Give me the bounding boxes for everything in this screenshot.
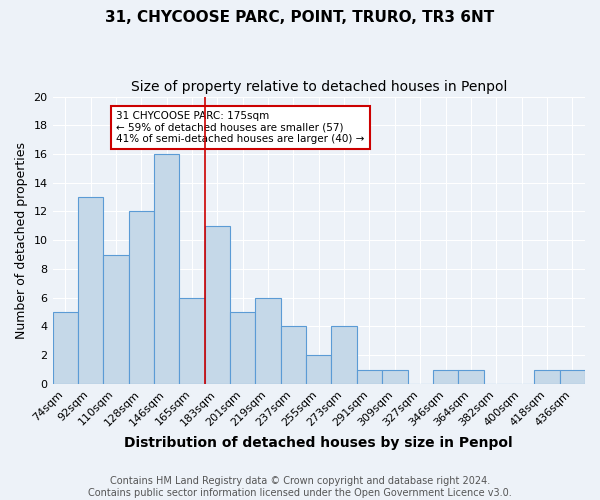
Bar	[103, 254, 128, 384]
Text: Contains HM Land Registry data © Crown copyright and database right 2024.
Contai: Contains HM Land Registry data © Crown c…	[88, 476, 512, 498]
Y-axis label: Number of detached properties: Number of detached properties	[15, 142, 28, 338]
Bar	[256, 298, 281, 384]
Bar	[230, 312, 256, 384]
Bar	[154, 154, 179, 384]
Bar	[458, 370, 484, 384]
Bar	[560, 370, 585, 384]
Bar	[179, 298, 205, 384]
Title: Size of property relative to detached houses in Penpol: Size of property relative to detached ho…	[131, 80, 507, 94]
Bar	[331, 326, 357, 384]
Bar	[382, 370, 407, 384]
Text: 31, CHYCOOSE PARC, POINT, TRURO, TR3 6NT: 31, CHYCOOSE PARC, POINT, TRURO, TR3 6NT	[106, 10, 494, 25]
Bar	[128, 212, 154, 384]
Bar	[534, 370, 560, 384]
Text: 31 CHYCOOSE PARC: 175sqm
← 59% of detached houses are smaller (57)
41% of semi-d: 31 CHYCOOSE PARC: 175sqm ← 59% of detach…	[116, 111, 364, 144]
Bar	[357, 370, 382, 384]
Bar	[281, 326, 306, 384]
Bar	[306, 355, 331, 384]
Bar	[205, 226, 230, 384]
Bar	[53, 312, 78, 384]
Bar	[433, 370, 458, 384]
X-axis label: Distribution of detached houses by size in Penpol: Distribution of detached houses by size …	[124, 436, 513, 450]
Bar	[78, 197, 103, 384]
